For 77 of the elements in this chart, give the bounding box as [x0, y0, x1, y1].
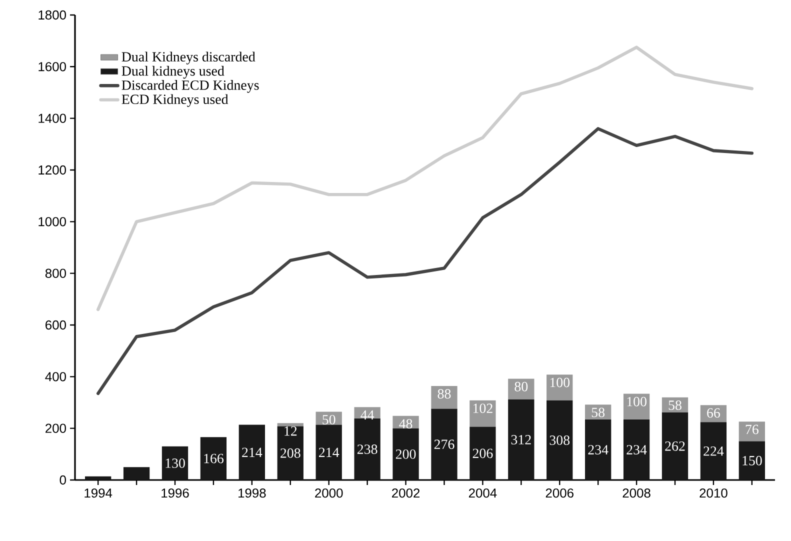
x-tick-label: 2010: [700, 488, 728, 498]
bar: [85, 476, 112, 480]
data-label: 88: [438, 389, 451, 399]
y-tick-label: 200: [46, 424, 66, 433]
bar: [123, 467, 150, 480]
y-tick-label: 1000: [38, 217, 66, 226]
y-tick-label: 1800: [38, 10, 66, 20]
data-label: 262: [665, 441, 685, 451]
data-label: 214: [319, 448, 340, 457]
bar: [277, 426, 304, 480]
bar: [277, 423, 304, 426]
x-tick-label: 2008: [622, 488, 650, 498]
data-label: 214: [242, 448, 262, 457]
data-label: 224: [704, 446, 724, 456]
data-label: 238: [357, 444, 378, 454]
data-label: 166: [204, 454, 224, 464]
data-label: 58: [592, 408, 605, 418]
bar: [392, 428, 419, 480]
bar: [585, 420, 612, 480]
bar: [738, 422, 766, 442]
data-label: 308: [550, 436, 570, 445]
data-label: 200: [396, 449, 416, 459]
bar: [316, 424, 342, 480]
bar: [508, 399, 534, 480]
bar: [623, 394, 650, 420]
data-label: 234: [588, 445, 608, 454]
x-tick-label: 2006: [546, 488, 574, 498]
data-label: 208: [280, 448, 300, 458]
data-label: 100: [550, 378, 570, 388]
bar: [431, 408, 458, 480]
legend-label: Dual kidneys used: [122, 66, 224, 79]
x-tick-label: 2000: [315, 488, 343, 498]
data-label: 206: [472, 448, 493, 458]
data-label: 100: [627, 396, 646, 406]
legend-label: ECD Kidneys used: [122, 94, 228, 107]
y-tick-label: 400: [45, 372, 66, 382]
data-label: 48: [399, 419, 412, 429]
data-label: 130: [166, 458, 185, 468]
data-label: 50: [322, 414, 336, 424]
x-tick-label: 2002: [392, 488, 420, 498]
data-label: 66: [707, 408, 720, 418]
bar: [662, 412, 688, 480]
y-tick-label: 1200: [38, 165, 66, 175]
bar: [162, 446, 188, 480]
bar: [470, 426, 496, 480]
data-label: 150: [742, 456, 762, 466]
bar: [700, 422, 727, 480]
y-tick-label: 1600: [38, 62, 66, 72]
legend-label: Dual Kidneys discarded: [122, 52, 256, 64]
x-tick-label: 1996: [162, 488, 189, 498]
data-label: 102: [473, 404, 492, 414]
bar: [200, 437, 227, 480]
data-label: 44: [360, 410, 374, 420]
bar: [623, 420, 650, 480]
x-tick-label: 2004: [468, 488, 497, 498]
data-label: 76: [746, 424, 758, 434]
data-label: 234: [626, 445, 647, 454]
bar: [470, 400, 496, 427]
bar: [354, 418, 380, 480]
bar: [238, 424, 266, 480]
y-tick-label: 0: [60, 475, 66, 485]
legend-label: Discarded ECD Kidneys: [122, 80, 259, 93]
x-tick-label: 1994: [84, 488, 112, 498]
y-tick-label: 800: [45, 268, 66, 278]
data-label: 12: [284, 426, 297, 436]
data-label: 276: [434, 440, 454, 450]
data-label: 58: [668, 400, 682, 410]
bar: [546, 400, 573, 480]
bar: [546, 374, 573, 400]
bar: [431, 386, 458, 409]
bar: [738, 441, 766, 480]
x-tick-label: 1998: [238, 488, 266, 498]
data-label: 312: [511, 435, 531, 444]
y-tick-label: 600: [46, 320, 66, 330]
data-label: 80: [514, 382, 528, 392]
bar: [508, 378, 534, 400]
y-tick-label: 1400: [38, 114, 66, 123]
